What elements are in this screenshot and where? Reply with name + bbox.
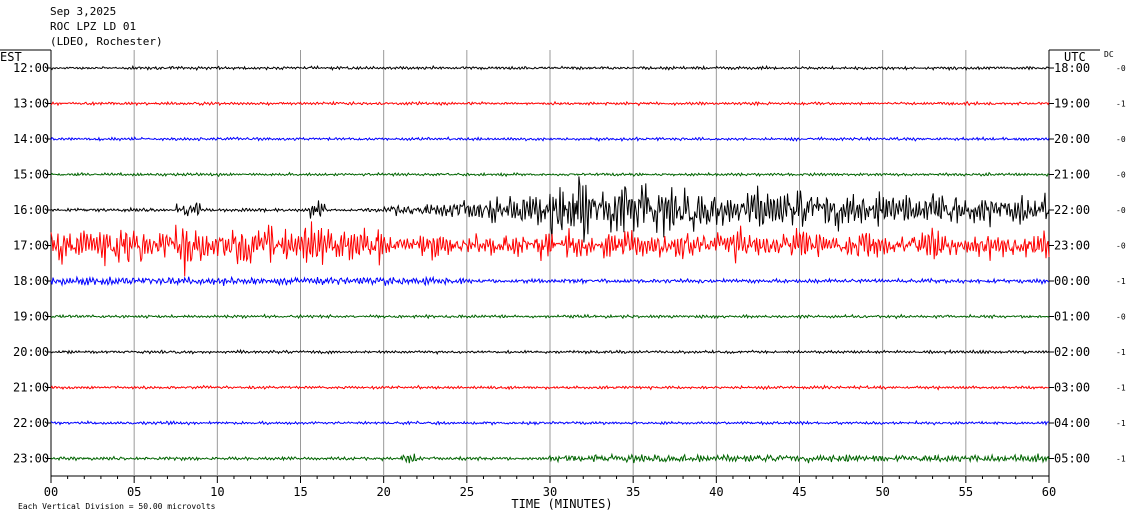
- x-tick-label: 15: [293, 485, 307, 499]
- dc-offset-label: -0: [1116, 64, 1126, 73]
- seismic-trace: [50, 313, 1050, 320]
- x-tick-label: 60: [1042, 485, 1056, 499]
- est-hour-label: 20:00: [13, 345, 49, 359]
- dc-offset-label: -1: [1116, 100, 1126, 109]
- x-tick-label: 00: [44, 485, 58, 499]
- x-tick-label: 45: [792, 485, 806, 499]
- utc-hour-label: 20:00: [1054, 132, 1090, 146]
- utc-hour-label: 05:00: [1054, 452, 1090, 466]
- est-hour-label: 23:00: [13, 452, 49, 466]
- dc-offset-label: -0: [1116, 313, 1126, 322]
- est-hour-label: 15:00: [13, 168, 49, 182]
- x-tick-label: 20: [376, 485, 390, 499]
- est-hour-label: 16:00: [13, 203, 49, 217]
- utc-hour-label: 02:00: [1054, 345, 1090, 359]
- seismic-trace: [50, 452, 1050, 464]
- grid-lines: [0, 49, 1100, 483]
- utc-hour-label: 19:00: [1054, 97, 1090, 111]
- dc-label: DC: [1104, 50, 1114, 59]
- utc-hour-label: 03:00: [1054, 381, 1090, 395]
- dc-offset-label: -1: [1116, 384, 1126, 393]
- seismic-trace: [50, 348, 1050, 355]
- utc-hour-label: 04:00: [1054, 416, 1090, 430]
- dc-offset-label: -0: [1116, 242, 1126, 251]
- dc-offset-label: -0: [1116, 171, 1126, 180]
- utc-hour-label: 23:00: [1054, 239, 1090, 253]
- dc-offset-label: -0: [1116, 206, 1126, 215]
- dc-offset-label: -1: [1116, 419, 1126, 428]
- seismic-trace: [50, 136, 1050, 142]
- utc-hour-label: 21:00: [1054, 168, 1090, 182]
- seismic-trace: [50, 275, 1050, 287]
- seismic-trace: [50, 171, 1050, 178]
- network-label: (LDEO, Rochester): [50, 35, 163, 48]
- x-axis-title: TIME (MINUTES): [511, 497, 612, 511]
- x-tick-label: 55: [959, 485, 973, 499]
- est-hour-label: 13:00: [13, 97, 49, 111]
- date-label: Sep 3,2025: [50, 5, 117, 18]
- station-label: ROC LPZ LD 01: [50, 20, 137, 33]
- seismic-trace: [50, 384, 1050, 391]
- utc-axis-label: UTC: [1064, 50, 1086, 64]
- utc-hour-label: 18:00: [1054, 61, 1090, 75]
- seismic-trace: [50, 100, 1050, 107]
- utc-hour-label: 22:00: [1054, 203, 1090, 217]
- est-axis-label: EST: [0, 50, 22, 64]
- est-hour-label: 12:00: [13, 61, 49, 75]
- seismic-trace: [50, 176, 1050, 243]
- x-tick-label: 30: [543, 485, 557, 499]
- est-hour-label: 18:00: [13, 274, 49, 288]
- trace-group: [50, 64, 1050, 464]
- est-hour-label: 19:00: [13, 310, 49, 324]
- scale-note: Each Vertical Division = 50.00 microvolt…: [18, 502, 216, 511]
- dc-offset-label: -1: [1116, 277, 1126, 286]
- x-tick-label: 10: [210, 485, 224, 499]
- est-hour-label: 22:00: [13, 416, 49, 430]
- x-tick-label: 05: [127, 485, 141, 499]
- dc-offset-label: -1: [1116, 455, 1126, 464]
- est-hour-label: 14:00: [13, 132, 49, 146]
- dc-offset-label: -1: [1116, 348, 1126, 357]
- seismic-trace: [50, 221, 1050, 277]
- est-hour-label: 21:00: [13, 381, 49, 395]
- x-tick-label: 25: [460, 485, 474, 499]
- utc-hour-label: 01:00: [1054, 310, 1090, 324]
- dc-offset-label: -0: [1116, 135, 1126, 144]
- x-tick-label: 35: [626, 485, 640, 499]
- x-tick-label: 40: [709, 485, 723, 499]
- est-hour-label: 17:00: [13, 239, 49, 253]
- seismic-trace: [50, 64, 1050, 72]
- seismic-trace: [50, 419, 1050, 426]
- axis-labels: 00 05 10 15 20 25 30 35 40 45 50 55 60 EST UTC DC TIME (…: [0, 50, 1126, 511]
- x-tick-label: 50: [875, 485, 889, 499]
- utc-hour-label: 00:00: [1054, 274, 1090, 288]
